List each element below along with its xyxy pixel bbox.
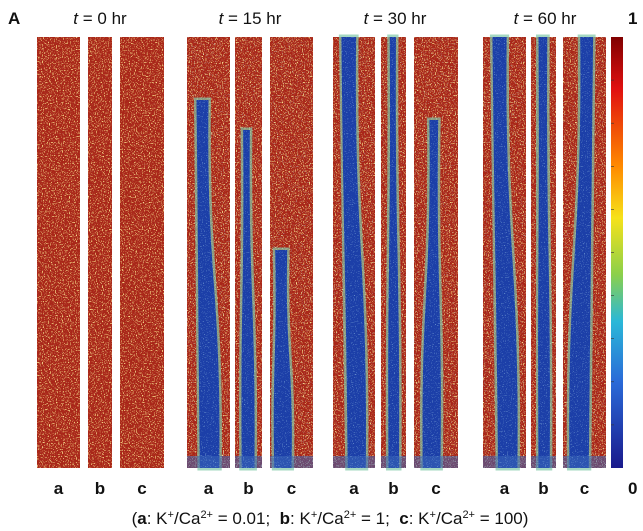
text-segment: t: [514, 9, 520, 28]
strip-speckle-cool: [270, 37, 313, 468]
text-segment: = 60 hr: [518, 9, 576, 28]
group-title: t = 15 hr: [219, 9, 282, 28]
strip-label: b: [95, 479, 105, 498]
text-segment: /Ca: [174, 509, 201, 528]
text-segment: : K: [290, 509, 311, 528]
strip-speckle-cool: [88, 37, 112, 468]
panel-label: A: [8, 9, 20, 28]
text-segment: = 0.01;: [213, 509, 280, 528]
text-segment: (: [132, 509, 138, 528]
text-segment: : K: [409, 509, 430, 528]
strip-label: c: [137, 479, 146, 498]
text-segment: = 1;: [356, 509, 399, 528]
strip-label: b: [388, 479, 398, 498]
strip-speckle-cool: [37, 37, 80, 468]
text-segment: = 100): [475, 509, 528, 528]
text-segment: 2+: [200, 509, 213, 521]
group-title: t = 60 hr: [514, 9, 577, 28]
strip-speckle-cool: [381, 37, 406, 468]
group-title: t = 30 hr: [364, 9, 427, 28]
text-segment: /Ca: [317, 509, 344, 528]
strip-label: b: [538, 479, 548, 498]
text-segment: +: [311, 509, 317, 521]
text-segment: 2+: [344, 509, 357, 521]
text-segment: t: [364, 9, 370, 28]
text-segment: = 15 hr: [223, 9, 281, 28]
strip-label: c: [431, 479, 440, 498]
text-segment: t: [219, 9, 225, 28]
strip-speckle-cool: [563, 37, 606, 468]
text-segment: a: [137, 509, 147, 528]
strip-label: b: [243, 479, 253, 498]
text-segment: 2+: [462, 509, 475, 521]
strip-speckle-cool: [120, 37, 164, 468]
colorbar-max: 1: [628, 9, 637, 28]
strip-speckle-cool: [187, 37, 230, 468]
strip-speckle-cool: [235, 37, 262, 468]
strip-label: a: [349, 479, 359, 498]
strip-label: a: [54, 479, 64, 498]
strip-speckle-cool: [483, 37, 526, 468]
text-segment: /Ca: [436, 509, 463, 528]
strip-label: c: [287, 479, 296, 498]
text-segment: = 0 hr: [78, 9, 127, 28]
text-segment: +: [430, 509, 436, 521]
strip-speckle-cool: [333, 37, 375, 468]
strip-label: a: [500, 479, 510, 498]
strip-speckle-cool: [531, 37, 556, 468]
colorbar-min: 0: [628, 479, 637, 498]
text-segment: c: [399, 509, 408, 528]
group-title: t = 0 hr: [73, 9, 127, 28]
caption: (a: K+/Ca2+ = 0.01; b: K+/Ca2+ = 1; c: K…: [132, 509, 529, 528]
text-segment: t: [73, 9, 79, 28]
colorbar: [611, 37, 623, 468]
strip-label: c: [580, 479, 589, 498]
text-segment: = 30 hr: [368, 9, 426, 28]
strip-label: a: [204, 479, 214, 498]
text-segment: : K: [147, 509, 168, 528]
text-segment: +: [168, 509, 174, 521]
text-segment: b: [280, 509, 290, 528]
strip-speckle-cool: [414, 37, 458, 468]
